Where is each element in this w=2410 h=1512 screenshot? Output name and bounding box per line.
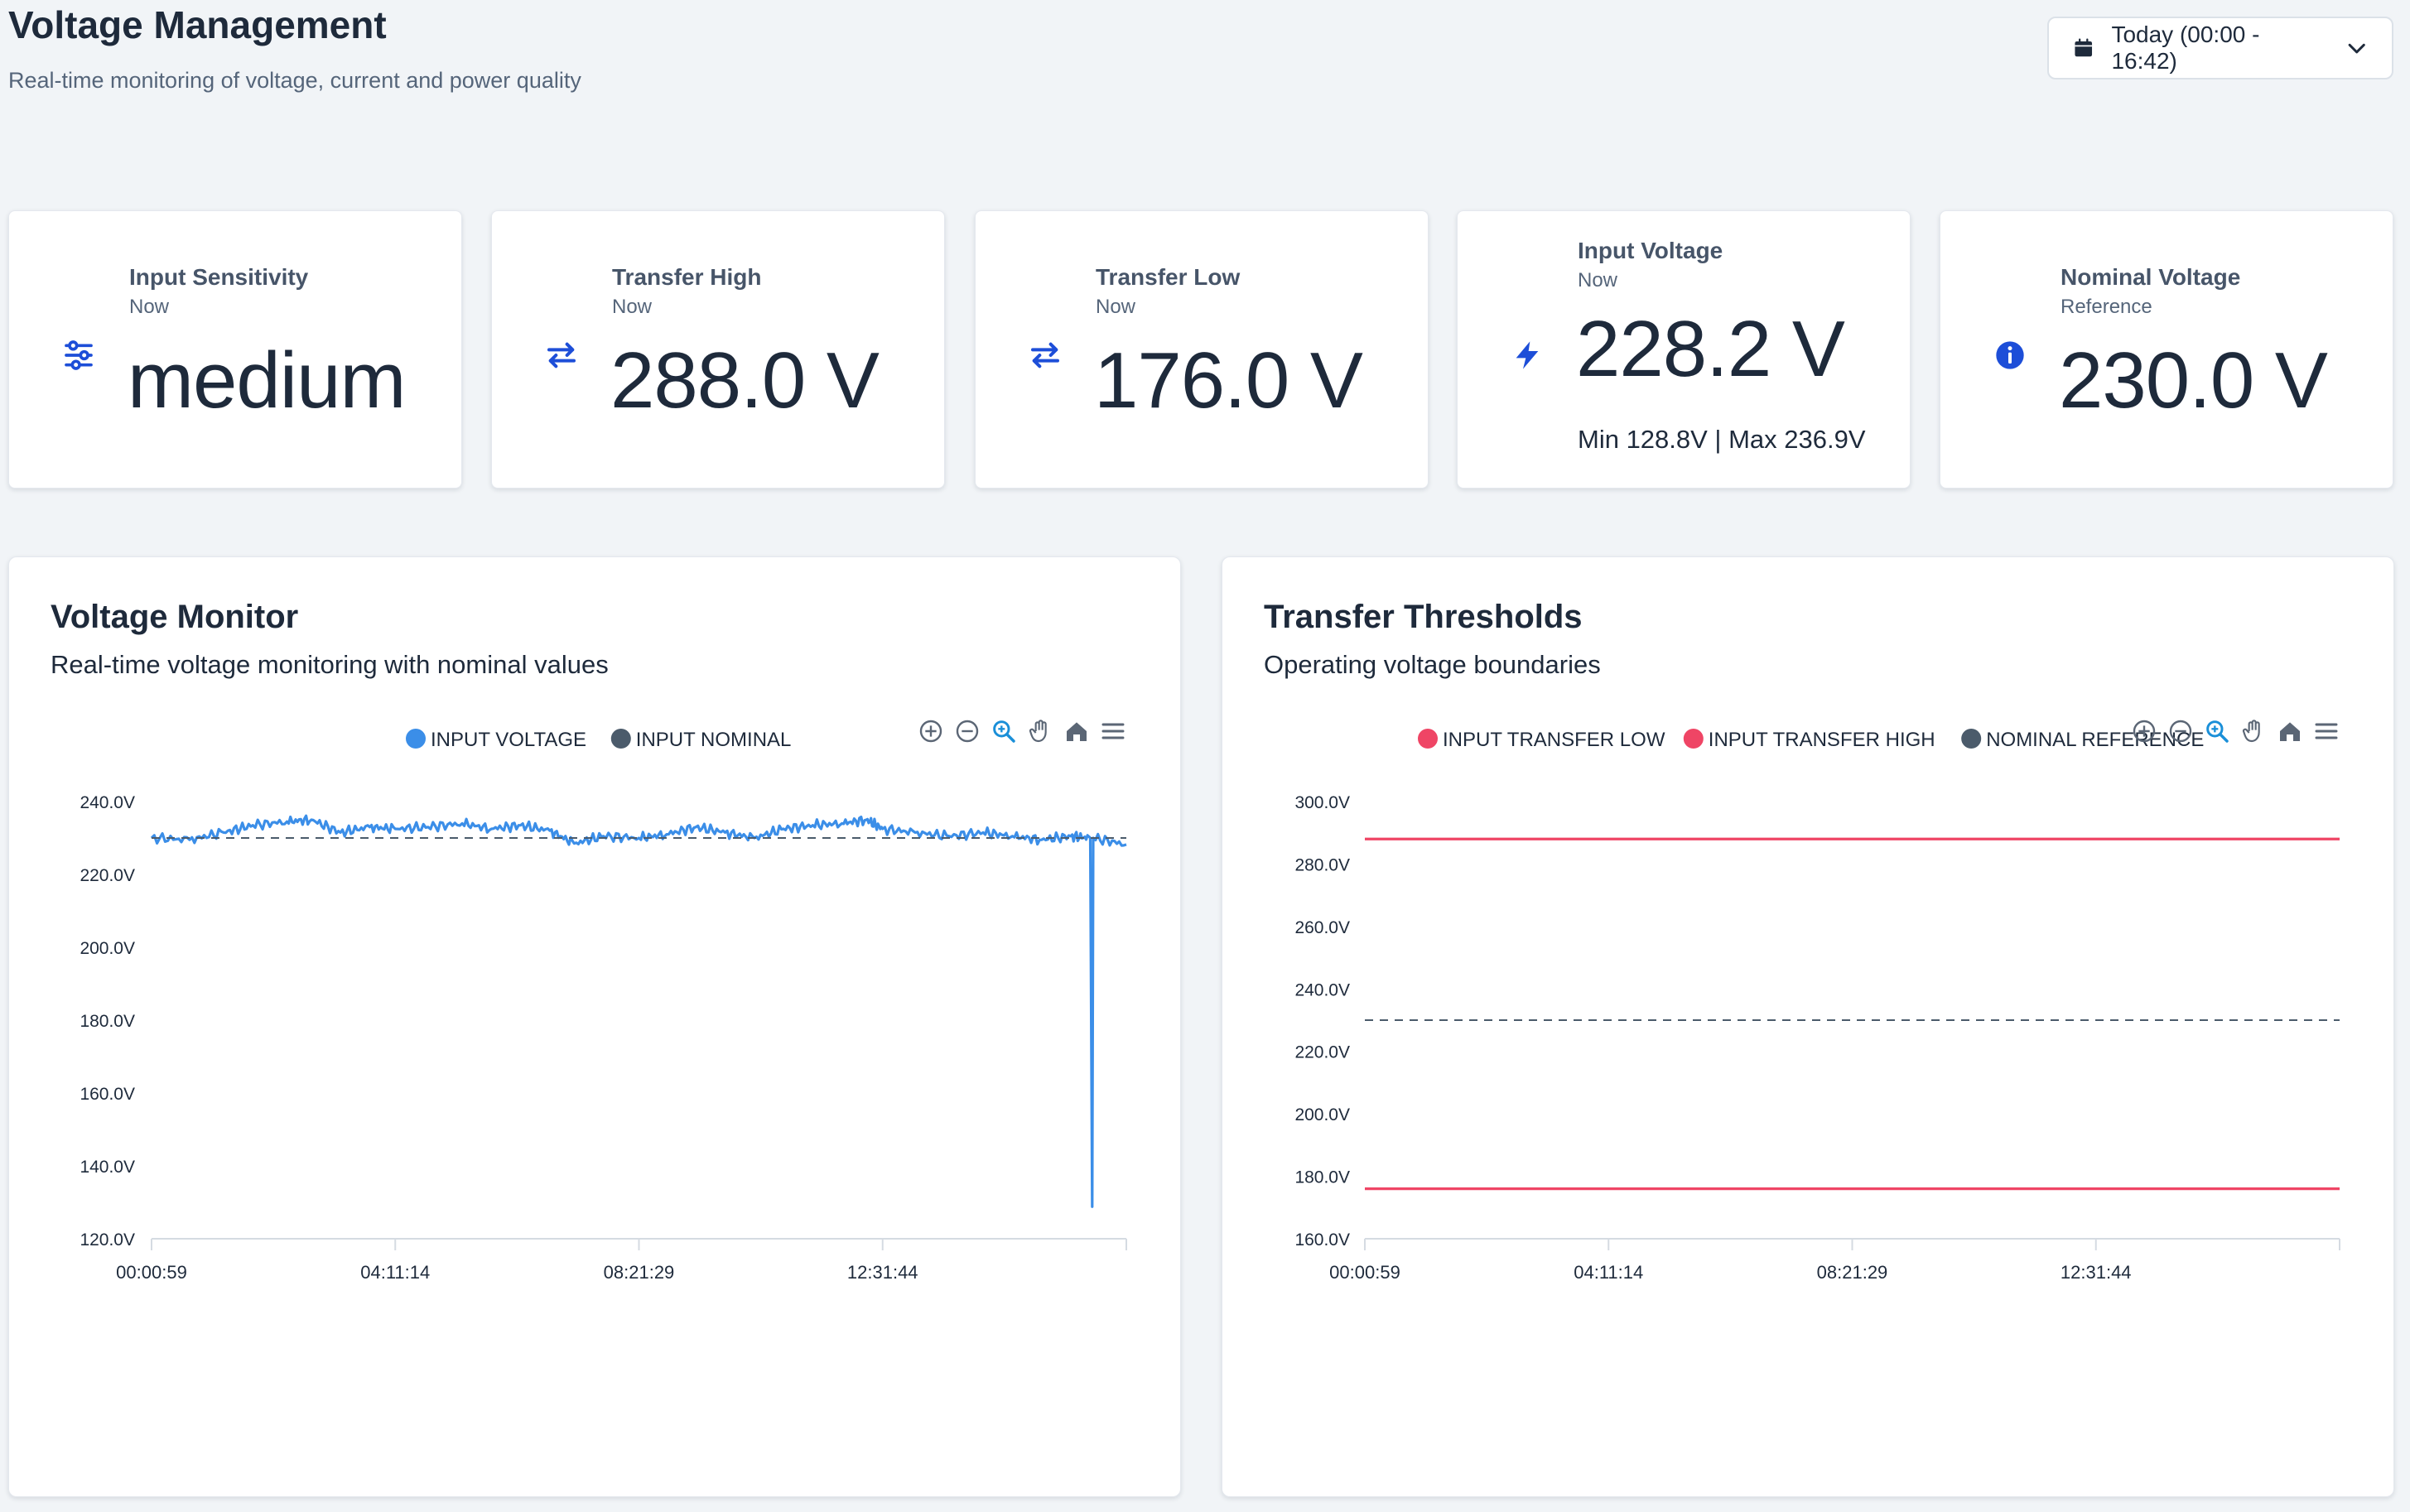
info-icon — [1996, 341, 2024, 369]
page-title: Voltage Management — [8, 3, 387, 46]
card-value: 176.0 V — [1094, 336, 1363, 425]
card-label: Input Sensitivity — [129, 264, 309, 290]
card-label: Nominal Voltage — [2061, 264, 2241, 290]
card-sub: Now — [129, 296, 170, 318]
card-transfer-low: Transfer Low Now 176.0 V — [975, 210, 1429, 489]
card-input-sensitivity: Input Sensitivity Now medium — [8, 210, 462, 489]
card-input-voltage: Input Voltage Now 228.2 V Min 128.8V | M… — [1457, 210, 1911, 489]
menu-icon[interactable] — [2311, 715, 2342, 747]
panel-subtitle: Operating voltage boundaries — [1264, 650, 1601, 679]
sliders-icon — [65, 340, 93, 370]
chevron-down-icon — [2348, 43, 2365, 54]
card-minmax: Min 128.8V | Max 236.9V — [1578, 425, 1866, 454]
card-value: 288.0 V — [610, 336, 880, 425]
chart-toolbar-voltage-monitor — [915, 715, 1129, 747]
pan-hand-icon[interactable] — [1024, 715, 1056, 747]
calendar-icon — [2075, 38, 2093, 57]
panel-transfer-thresholds: Transfer Thresholds Operating voltage bo… — [1222, 556, 2394, 1497]
date-range-dropdown[interactable]: Today (00:00 - 16:42) — [2047, 17, 2393, 79]
chart-toolbar-transfer-thresholds — [2128, 715, 2342, 747]
transfer-icon — [1031, 342, 1059, 368]
card-sub: Now — [1096, 296, 1136, 318]
zoom-select-icon[interactable] — [988, 715, 1019, 747]
date-range-label: Today (00:00 - 16:42) — [2111, 22, 2260, 74]
card-label: Transfer Low — [1096, 264, 1241, 290]
home-icon[interactable] — [1061, 715, 1092, 747]
bolt-icon — [1516, 341, 1539, 369]
zoom-out-icon[interactable] — [952, 715, 983, 747]
card-value: 228.2 V — [1576, 305, 1845, 393]
card-sub: Now — [1578, 269, 1618, 291]
panel-subtitle: Real-time voltage monitoring with nomina… — [51, 650, 609, 679]
home-icon[interactable] — [2274, 715, 2306, 747]
panel-voltage-monitor: Voltage Monitor Real-time voltage monito… — [8, 556, 1181, 1497]
card-nominal-voltage: Nominal Voltage Reference 230.0 V — [1940, 210, 2393, 489]
page-subtitle: Real-time monitoring of voltage, current… — [8, 68, 581, 93]
card-value: medium — [128, 336, 406, 425]
transfer-icon — [547, 342, 576, 368]
zoom-in-icon[interactable] — [2128, 715, 2160, 747]
panel-title: Transfer Thresholds — [1264, 599, 1583, 635]
menu-icon[interactable] — [1097, 715, 1129, 747]
pan-hand-icon[interactable] — [2238, 715, 2269, 747]
zoom-select-icon[interactable] — [2201, 715, 2233, 747]
card-label: Input Voltage — [1578, 238, 1723, 263]
zoom-in-icon[interactable] — [915, 715, 947, 747]
card-label: Transfer High — [612, 264, 762, 290]
page-header: Voltage Management Real-time monitoring … — [8, 0, 581, 94]
panel-title: Voltage Monitor — [51, 599, 299, 635]
card-sub: Reference — [2061, 296, 2152, 318]
card-value: 230.0 V — [2059, 336, 2328, 425]
card-sub: Now — [612, 296, 653, 318]
card-transfer-high: Transfer High Now 288.0 V — [491, 210, 945, 489]
zoom-out-icon[interactable] — [2165, 715, 2196, 747]
